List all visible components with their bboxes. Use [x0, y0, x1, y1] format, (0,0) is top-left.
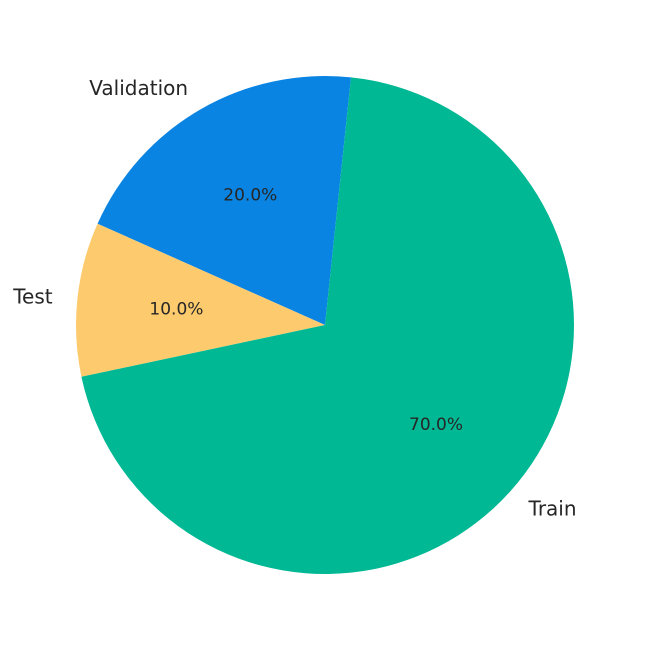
- slice-percent-train: 70.0%: [409, 415, 463, 435]
- slice-label-test: Test: [12, 284, 53, 308]
- slice-percent-validation: 20.0%: [223, 186, 277, 206]
- pie-labels: Validation 20.0% Test 10.0% Train 70.0%: [12, 76, 576, 520]
- pie-slices: [75, 76, 574, 574]
- pie-slice-test: [75, 223, 325, 377]
- pie-slice-train: [81, 77, 574, 574]
- slice-percent-test: 10.0%: [149, 299, 203, 319]
- slice-label-train: Train: [528, 496, 577, 520]
- pie-slice-validation: [97, 76, 352, 325]
- slice-label-validation: Validation: [89, 76, 188, 100]
